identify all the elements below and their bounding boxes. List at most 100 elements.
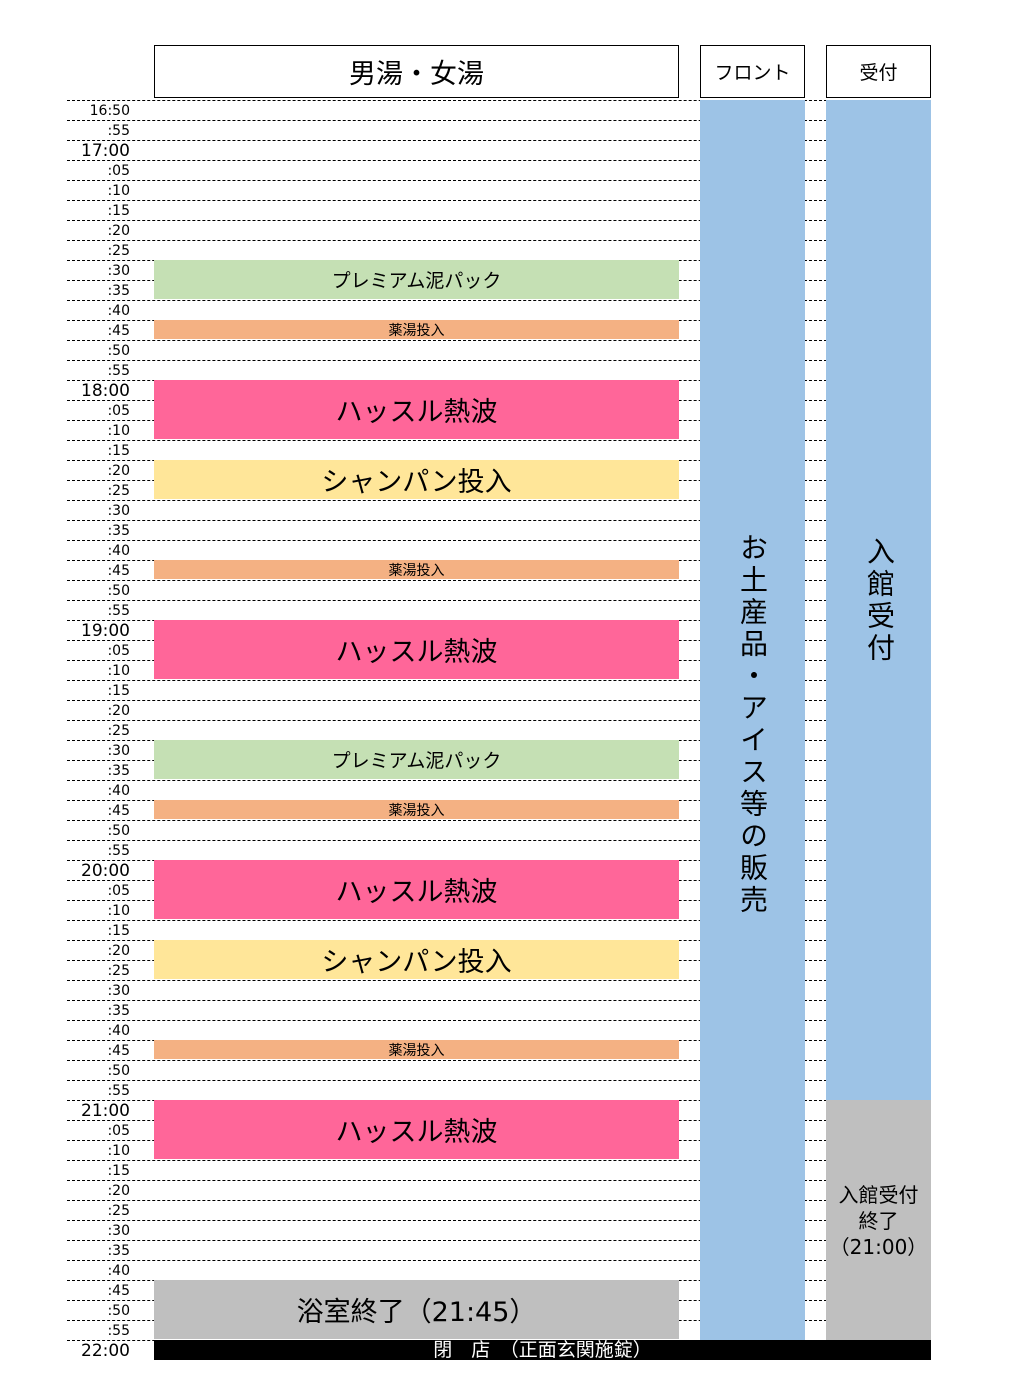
bath-event-label: シャンパン投入 xyxy=(321,947,512,978)
time-label: :05 xyxy=(107,403,130,419)
time-row-line xyxy=(67,720,827,721)
time-row-line xyxy=(67,920,827,921)
bath-event: プレミアム泥パック xyxy=(154,260,679,299)
bath-event: ハッスル熱波 xyxy=(154,1100,679,1159)
time-label: 16:50 xyxy=(89,103,130,119)
closing-bar: 閉 店 （正面玄関施錠） xyxy=(154,1340,931,1360)
front-desk-column xyxy=(700,100,805,1340)
time-row-line xyxy=(67,700,827,701)
time-label: :15 xyxy=(107,1163,130,1179)
time-label: :40 xyxy=(107,1023,130,1039)
time-row-line xyxy=(67,200,827,201)
time-label: :05 xyxy=(107,643,130,659)
time-row-line xyxy=(67,1240,827,1241)
time-row-line xyxy=(67,1020,827,1021)
time-label: :35 xyxy=(107,1003,130,1019)
time-label: :50 xyxy=(107,1303,130,1319)
time-row-line xyxy=(67,680,827,681)
time-label: :50 xyxy=(107,583,130,599)
time-row-line xyxy=(67,220,827,221)
bath-event: ハッスル熱波 xyxy=(154,380,679,439)
front-desk-sales-text: お土産品・アイス等の販売 xyxy=(736,533,769,917)
time-label: :30 xyxy=(107,263,130,279)
time-label: :55 xyxy=(107,1083,130,1099)
reception-closed-block xyxy=(826,1100,931,1340)
time-row-line xyxy=(67,1200,827,1201)
bath-event-label: 薬湯投入 xyxy=(388,1042,445,1059)
time-label: :10 xyxy=(107,903,130,919)
time-label: :10 xyxy=(107,423,130,439)
header-front-desk: フロント xyxy=(700,45,805,98)
reception-closed-line: 入館受付 xyxy=(838,1183,919,1207)
time-label: :55 xyxy=(107,1323,130,1339)
time-label: :30 xyxy=(107,1223,130,1239)
bath-event: 薬湯投入 xyxy=(154,560,679,579)
reception-closed-text: 入館受付 終了 （21:00） xyxy=(826,1182,931,1260)
time-row-line xyxy=(67,520,827,521)
bath-event: 薬湯投入 xyxy=(154,800,679,819)
header-mens-womens-bath-label: 男湯・女湯 xyxy=(349,59,484,90)
time-label: :25 xyxy=(107,723,130,739)
time-label: :50 xyxy=(107,823,130,839)
time-row-line xyxy=(67,100,827,101)
reception-admission-text: 入館受付 xyxy=(863,537,896,665)
time-label: :10 xyxy=(107,663,130,679)
bath-event: 薬湯投入 xyxy=(154,1040,679,1059)
time-label: :30 xyxy=(107,983,130,999)
time-row-line xyxy=(67,140,827,141)
time-label: :20 xyxy=(107,703,130,719)
time-label: :10 xyxy=(107,1143,130,1159)
bath-event-label: 浴室終了（21:45） xyxy=(296,1297,537,1328)
bath-event-label: プレミアム泥パック xyxy=(331,270,502,292)
time-label: 17:00 xyxy=(81,141,130,161)
time-row-line xyxy=(67,340,827,341)
bath-event: 浴室終了（21:45） xyxy=(154,1280,679,1339)
time-label: 21:00 xyxy=(81,1101,130,1121)
time-row-line xyxy=(67,600,827,601)
time-label: :30 xyxy=(107,503,130,519)
time-label: 18:00 xyxy=(81,381,130,401)
time-label: :25 xyxy=(107,963,130,979)
time-row-line xyxy=(67,240,827,241)
reception-closed-line: （21:00） xyxy=(829,1235,928,1259)
time-label: :15 xyxy=(107,443,130,459)
bath-event-label: ハッスル熱波 xyxy=(335,637,498,668)
time-label: :45 xyxy=(107,563,130,579)
time-label: :35 xyxy=(107,1243,130,1259)
time-label: :40 xyxy=(107,303,130,319)
bath-event-label: ハッスル熱波 xyxy=(335,877,498,908)
time-label: :20 xyxy=(107,223,130,239)
time-row-line xyxy=(67,440,827,441)
time-label: :25 xyxy=(107,1203,130,1219)
time-label: :40 xyxy=(107,783,130,799)
time-row-line xyxy=(67,840,827,841)
time-row-line xyxy=(67,1080,827,1081)
time-row-line xyxy=(67,1060,827,1061)
time-row-line xyxy=(67,1000,827,1001)
bath-event-label: 薬湯投入 xyxy=(388,802,445,819)
time-label: :35 xyxy=(107,283,130,299)
header-reception: 受付 xyxy=(826,45,931,98)
time-row-line xyxy=(67,1220,827,1221)
time-label: :50 xyxy=(107,1063,130,1079)
time-label: :15 xyxy=(107,923,130,939)
time-label: :05 xyxy=(107,1123,130,1139)
time-label: :30 xyxy=(107,743,130,759)
time-label: :35 xyxy=(107,523,130,539)
time-row-line xyxy=(67,820,827,821)
bath-event-label: シャンパン投入 xyxy=(321,467,512,498)
time-row-line xyxy=(67,980,827,981)
time-label: :20 xyxy=(107,463,130,479)
time-row-line xyxy=(67,780,827,781)
time-label: :20 xyxy=(107,1183,130,1199)
time-label: :50 xyxy=(107,343,130,359)
time-label: :45 xyxy=(107,323,130,339)
time-row-line xyxy=(67,500,827,501)
time-label: :40 xyxy=(107,1263,130,1279)
time-label: 20:00 xyxy=(81,861,130,881)
bath-event-label: ハッスル熱波 xyxy=(335,397,498,428)
time-row-line xyxy=(67,160,827,161)
bath-event: シャンパン投入 xyxy=(154,460,679,499)
time-label: :45 xyxy=(107,803,130,819)
time-label: :25 xyxy=(107,243,130,259)
